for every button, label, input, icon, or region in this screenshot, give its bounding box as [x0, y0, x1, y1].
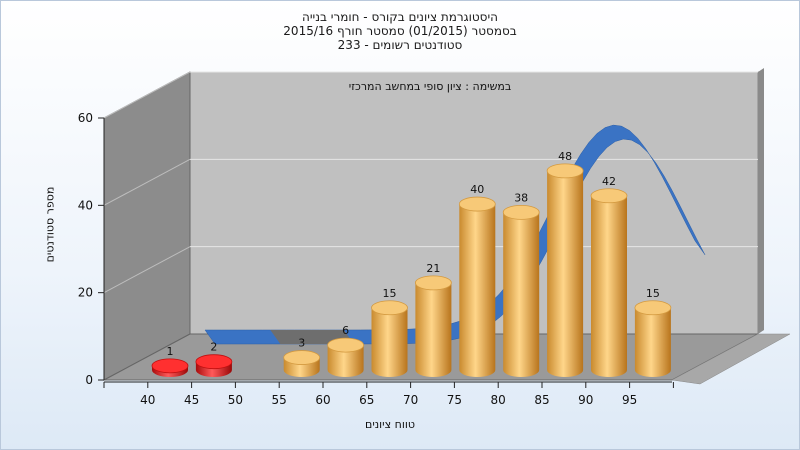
x-tick-label: 75 [447, 393, 462, 407]
bar [634, 300, 672, 377]
bar [546, 163, 584, 377]
bar-top [502, 204, 540, 220]
bar-top [546, 163, 584, 179]
x-tick-label: 50 [228, 393, 243, 407]
bar [414, 275, 452, 377]
data-label: 2 [210, 341, 217, 354]
bar-body [547, 170, 584, 377]
x-tick-label: 85 [534, 393, 549, 407]
bar-top [634, 300, 672, 316]
gridline-side [103, 71, 191, 119]
bar [283, 350, 321, 377]
bar-body [327, 345, 364, 377]
y-axis: 0 20 40 60 [78, 111, 105, 387]
title-line-3: סטודנטים רשומים - 233 [337, 38, 463, 52]
gridlines [103, 71, 758, 294]
data-label: 21 [426, 262, 440, 275]
title-line-2: בסמסטר (01/2015) סמסטר חורף 2015/16 [283, 24, 517, 38]
bar [327, 337, 365, 377]
bar-top [327, 337, 365, 353]
title-line-1: היסטוגרמת ציונים בקורס - חומרי בנייה [302, 10, 498, 24]
right-wall-edge [758, 68, 764, 334]
bar-body [459, 204, 496, 377]
gridline-side [103, 158, 191, 206]
floor-extension [671, 333, 791, 385]
bar-top [195, 354, 233, 370]
bar-body [634, 307, 671, 377]
x-tick-label: 60 [315, 393, 330, 407]
x-tick-label: 80 [491, 393, 506, 407]
bar [502, 204, 540, 377]
x-axis-label: טווח ציונים [365, 418, 415, 431]
bar-body [371, 307, 408, 377]
x-tick-label: 45 [184, 393, 199, 407]
x-tick-label: 40 [140, 393, 155, 407]
y-tick-label: 60 [78, 111, 93, 125]
x-tick-label: 55 [272, 393, 287, 407]
x-tick-label: 90 [578, 393, 593, 407]
chart-title: היסטוגרמת ציונים בקורס - חומרי בנייה בסמ… [0, 10, 800, 52]
left-wall [103, 71, 191, 381]
bar [371, 300, 408, 377]
x-tick-label: 70 [403, 393, 418, 407]
data-label: 3 [298, 337, 305, 350]
data-label: 48 [558, 150, 572, 163]
bar-top [590, 188, 628, 204]
y-tick-label: 0 [85, 373, 93, 387]
y-tick-label: 20 [78, 286, 93, 300]
chart-subtitle: במשימה : ציון סופי במחשב המרכזי [348, 80, 512, 93]
bar-body [591, 195, 627, 377]
bar [151, 358, 189, 377]
data-label: 15 [383, 287, 397, 300]
y-tick-label: 40 [78, 198, 93, 212]
x-tick-label: 95 [622, 393, 637, 407]
data-labels: 1 2 3 6 15 21 40 38 48 42 15 [167, 150, 660, 358]
bar-top [458, 196, 496, 212]
bar-top [283, 350, 321, 365]
bar-top [151, 358, 189, 374]
x-axis: 40 45 50 55 60 65 70 75 80 85 90 95 [103, 381, 674, 407]
bar-body [415, 282, 452, 377]
bars [151, 163, 672, 377]
gridline-side [103, 246, 191, 294]
data-label: 40 [470, 183, 484, 196]
bar [590, 188, 628, 377]
bar-top [371, 300, 408, 316]
data-label: 15 [646, 287, 660, 300]
data-label: 38 [514, 191, 528, 204]
data-label: 42 [602, 175, 616, 188]
bar [195, 354, 233, 377]
x-tick-label: 65 [359, 393, 374, 407]
y-axis-label: מספר סטודנטים [43, 186, 57, 263]
data-label: 1 [167, 345, 174, 358]
bar-top [414, 275, 452, 291]
bar-body [503, 212, 540, 377]
data-label: 6 [342, 324, 349, 337]
bar [458, 196, 496, 377]
